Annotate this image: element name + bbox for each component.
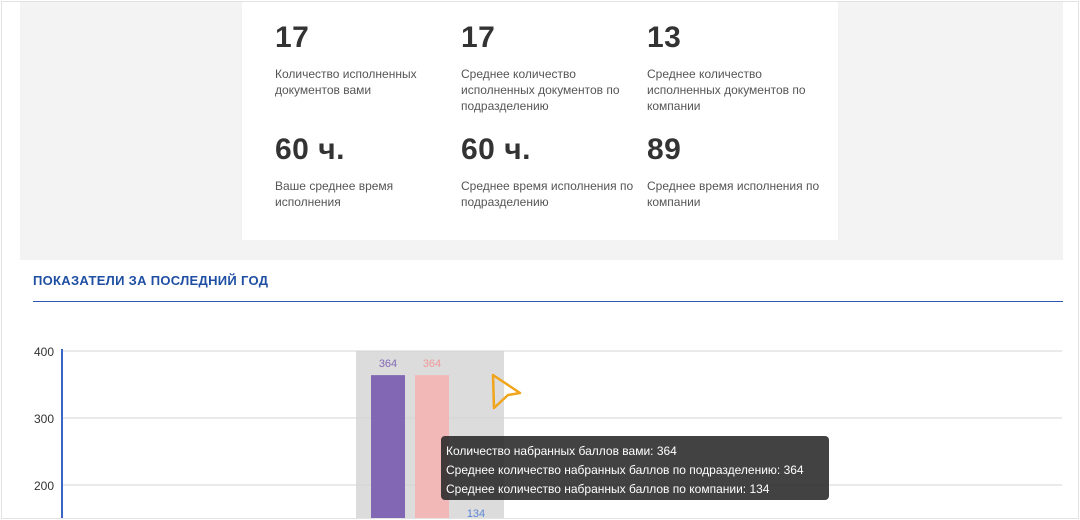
stat-label: Ваше среднее время исполнения [275, 179, 394, 209]
stat-value: 60 ч. [461, 133, 531, 166]
y-tick-label: 300 [34, 412, 54, 426]
stat-label: Среднее количество исполненных документо… [647, 67, 806, 113]
stat-value: 17 [275, 21, 310, 54]
stat-executed-docs-company: 13 Среднее количество исполненных докуме… [647, 20, 827, 114]
stat-value: 13 [647, 21, 682, 54]
cursor-arrow-icon [491, 373, 522, 410]
bar-chart[interactable]: 400 300 200 364 364 134 [2, 332, 1079, 519]
tooltip-line-company: Среднее количество набранных баллов по к… [446, 482, 770, 496]
stat-avg-time-you: 60 ч. Ваше среднее время исполнения [275, 132, 455, 210]
stat-value: 60 ч. [275, 133, 345, 166]
y-tick-label: 400 [34, 345, 54, 359]
stats-card: 17 Количество исполненных документов вам… [242, 2, 838, 240]
bar-value-label: 364 [423, 358, 441, 370]
stat-executed-docs-you: 17 Количество исполненных документов вам… [275, 20, 455, 98]
bar-value-label: 134 [467, 508, 485, 519]
stat-label: Среднее время исполнения по подразделени… [461, 179, 634, 209]
y-tick-label: 200 [34, 479, 54, 493]
stat-label: Количество исполненных документов вами [275, 67, 417, 97]
stat-value: 89 [647, 133, 682, 166]
bars-group: 364 364 134 [371, 358, 485, 519]
section-divider [33, 301, 1063, 302]
bar[interactable] [371, 375, 405, 519]
stat-avg-time-company: 89 Среднее время исполнения по компании [647, 132, 827, 210]
stat-executed-docs-department: 17 Среднее количество исполненных докуме… [461, 20, 641, 114]
stat-avg-time-department: 60 ч. Среднее время исполнения по подраз… [461, 132, 641, 210]
bar-value-label: 364 [379, 358, 397, 370]
tooltip-line-you: Количество набранных баллов вами: 364 [446, 444, 677, 458]
chart-tooltip: Количество набранных баллов вами: 364 Ср… [441, 436, 829, 500]
stat-label: Среднее количество исполненных документо… [461, 67, 620, 113]
stat-label: Среднее время исполнения по компании [647, 179, 820, 209]
stat-value: 17 [461, 21, 496, 54]
section-title: ПОКАЗАТЕЛИ ЗА ПОСЛЕДНИЙ ГОД [33, 273, 269, 288]
tooltip-line-department: Среднее количество набранных баллов по п… [446, 463, 804, 477]
